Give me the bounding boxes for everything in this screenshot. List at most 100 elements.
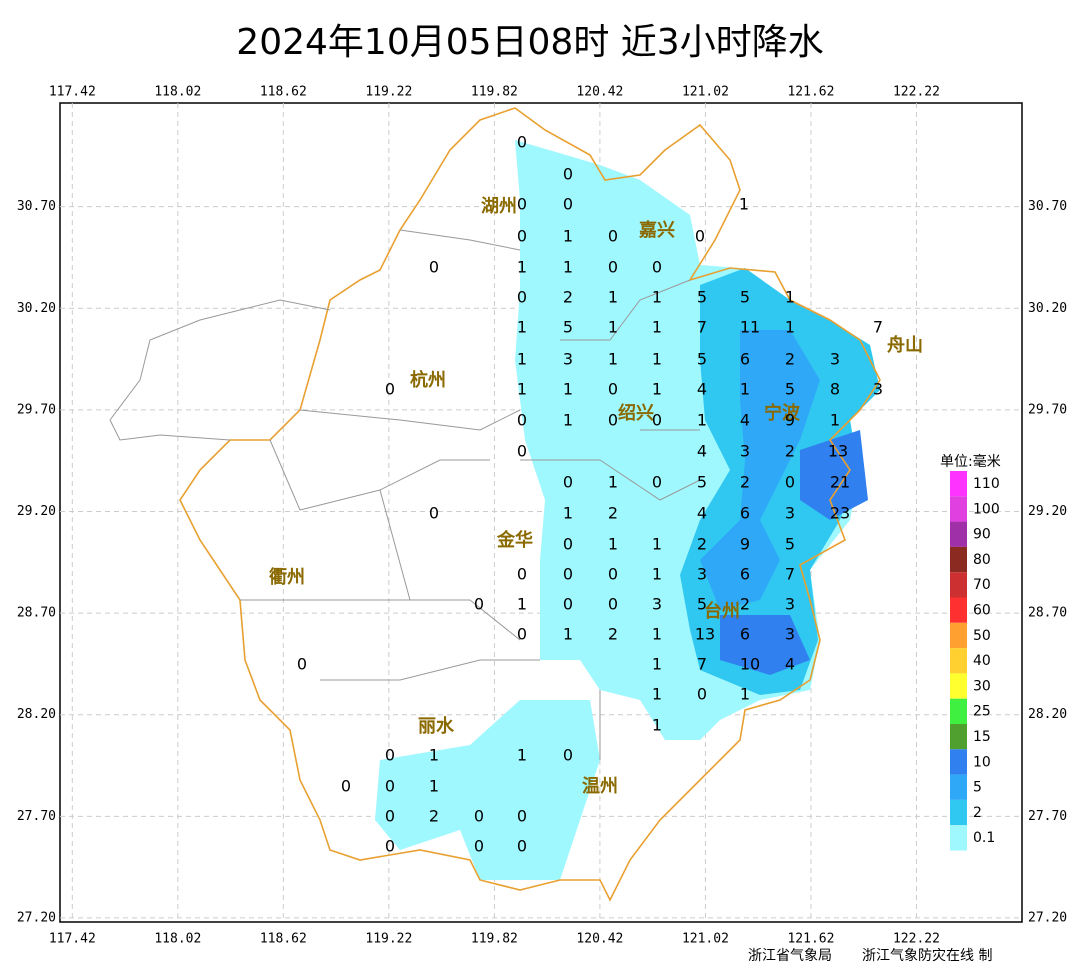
station-value: 1 bbox=[652, 535, 662, 554]
x-tick-label: 121.62 bbox=[787, 85, 834, 100]
station-value: 1 bbox=[563, 258, 573, 277]
station-value: 0 bbox=[429, 258, 439, 277]
y-tick-label: 27.70 bbox=[17, 809, 56, 824]
legend-label: 15 bbox=[973, 729, 991, 745]
x-tick-label: 117.42 bbox=[49, 932, 96, 947]
station-value: 1 bbox=[608, 473, 618, 492]
station-value: 0 bbox=[385, 837, 395, 856]
legend-swatch bbox=[950, 698, 967, 724]
station-value: 0 bbox=[517, 442, 527, 461]
legend-label: 2 bbox=[973, 805, 982, 821]
legend-label: 110 bbox=[973, 476, 1000, 492]
legend-label: 70 bbox=[973, 577, 991, 593]
station-value: 0 bbox=[563, 746, 573, 765]
station-value: 5 bbox=[740, 288, 750, 307]
station-value: 5 bbox=[697, 595, 707, 614]
station-value: 0 bbox=[474, 837, 484, 856]
station-value: 1 bbox=[697, 411, 707, 430]
station-value: 1 bbox=[563, 625, 573, 644]
station-value: 0 bbox=[517, 411, 527, 430]
station-value: 0 bbox=[652, 473, 662, 492]
station-value: 2 bbox=[740, 595, 750, 614]
station-value: 0 bbox=[474, 595, 484, 614]
legend-label: 80 bbox=[973, 552, 991, 568]
station-value: 1 bbox=[608, 350, 618, 369]
station-value: 0 bbox=[385, 746, 395, 765]
station-value: 1 bbox=[652, 655, 662, 674]
y-tick-label: 28.20 bbox=[17, 707, 56, 722]
station-value: 4 bbox=[697, 504, 707, 523]
station-value: 0 bbox=[517, 288, 527, 307]
legend-swatch bbox=[950, 572, 967, 598]
station-value: 1 bbox=[563, 504, 573, 523]
legend-label: 0.1 bbox=[973, 830, 995, 846]
x-tick-label: 118.02 bbox=[154, 85, 201, 100]
legend-label: 60 bbox=[973, 603, 991, 619]
y-tick-label: 27.20 bbox=[17, 910, 56, 925]
station-value: 0 bbox=[517, 195, 527, 214]
station-value: 6 bbox=[740, 625, 750, 644]
x-tick-label: 121.02 bbox=[682, 85, 729, 100]
x-tick-label: 119.82 bbox=[471, 932, 518, 947]
station-value: 1 bbox=[652, 288, 662, 307]
x-tick-label: 118.62 bbox=[260, 85, 307, 100]
province-outline bbox=[179, 107, 881, 902]
station-value: 13 bbox=[695, 625, 715, 644]
station-value: 0 bbox=[563, 595, 573, 614]
x-tick-label: 121.62 bbox=[787, 932, 834, 947]
y-tick-label: 30.70 bbox=[17, 199, 56, 214]
legend-swatch bbox=[950, 673, 967, 699]
city-label: 嘉兴 bbox=[638, 220, 675, 241]
city-label: 台州 bbox=[704, 600, 740, 622]
station-value: 6 bbox=[740, 504, 750, 523]
station-value: 2 bbox=[740, 473, 750, 492]
city-label: 金华 bbox=[496, 529, 533, 551]
rain-10 bbox=[720, 430, 868, 675]
y-tick-label: 30.20 bbox=[1028, 301, 1067, 316]
station-value: 10 bbox=[740, 655, 760, 674]
station-value: 0 bbox=[563, 195, 573, 214]
legend-swatch bbox=[950, 622, 967, 649]
station-value: 0 bbox=[517, 227, 527, 246]
y-tick-label: 29.70 bbox=[17, 402, 56, 417]
x-tick-label: 122.22 bbox=[893, 932, 940, 947]
station-value: 7 bbox=[785, 565, 795, 584]
station-value: 0 bbox=[652, 411, 662, 430]
station-value: 5 bbox=[697, 350, 707, 369]
legend-label: 5 bbox=[973, 780, 982, 796]
station-value: 0 bbox=[385, 807, 395, 826]
station-value: 1 bbox=[739, 195, 749, 214]
station-value: 0 bbox=[563, 565, 573, 584]
station-value: 1 bbox=[429, 777, 439, 796]
station-value: 7 bbox=[873, 318, 883, 337]
x-tick-label: 119.22 bbox=[365, 932, 412, 947]
y-tick-label: 27.20 bbox=[1028, 910, 1067, 925]
legend-swatch bbox=[950, 597, 967, 623]
city-label: 丽水 bbox=[418, 715, 455, 737]
station-value: 7 bbox=[697, 318, 707, 337]
y-tick-label: 27.70 bbox=[1028, 809, 1067, 824]
legend-swatch bbox=[950, 521, 967, 547]
legend-swatch bbox=[950, 496, 967, 522]
y-tick-label: 30.70 bbox=[1028, 199, 1067, 214]
y-tick-label: 30.20 bbox=[17, 301, 56, 316]
station-value: 3 bbox=[785, 625, 795, 644]
station-value: 1 bbox=[563, 411, 573, 430]
station-value: 1 bbox=[740, 380, 750, 399]
station-value: 0 bbox=[608, 411, 618, 430]
station-value: 0 bbox=[695, 227, 705, 246]
station-value: 1 bbox=[740, 685, 750, 704]
station-value: 1 bbox=[563, 227, 573, 246]
station-value: 0 bbox=[385, 777, 395, 796]
station-value: 2 bbox=[785, 442, 795, 461]
legend-swatch bbox=[950, 471, 967, 497]
x-tick-label: 120.42 bbox=[576, 85, 623, 100]
station-value: 2 bbox=[697, 535, 707, 554]
legend-label: 50 bbox=[973, 628, 991, 644]
station-value: 3 bbox=[740, 442, 750, 461]
station-value: 1 bbox=[652, 380, 662, 399]
station-value: 1 bbox=[517, 595, 527, 614]
legend-label: 10 bbox=[973, 754, 991, 770]
